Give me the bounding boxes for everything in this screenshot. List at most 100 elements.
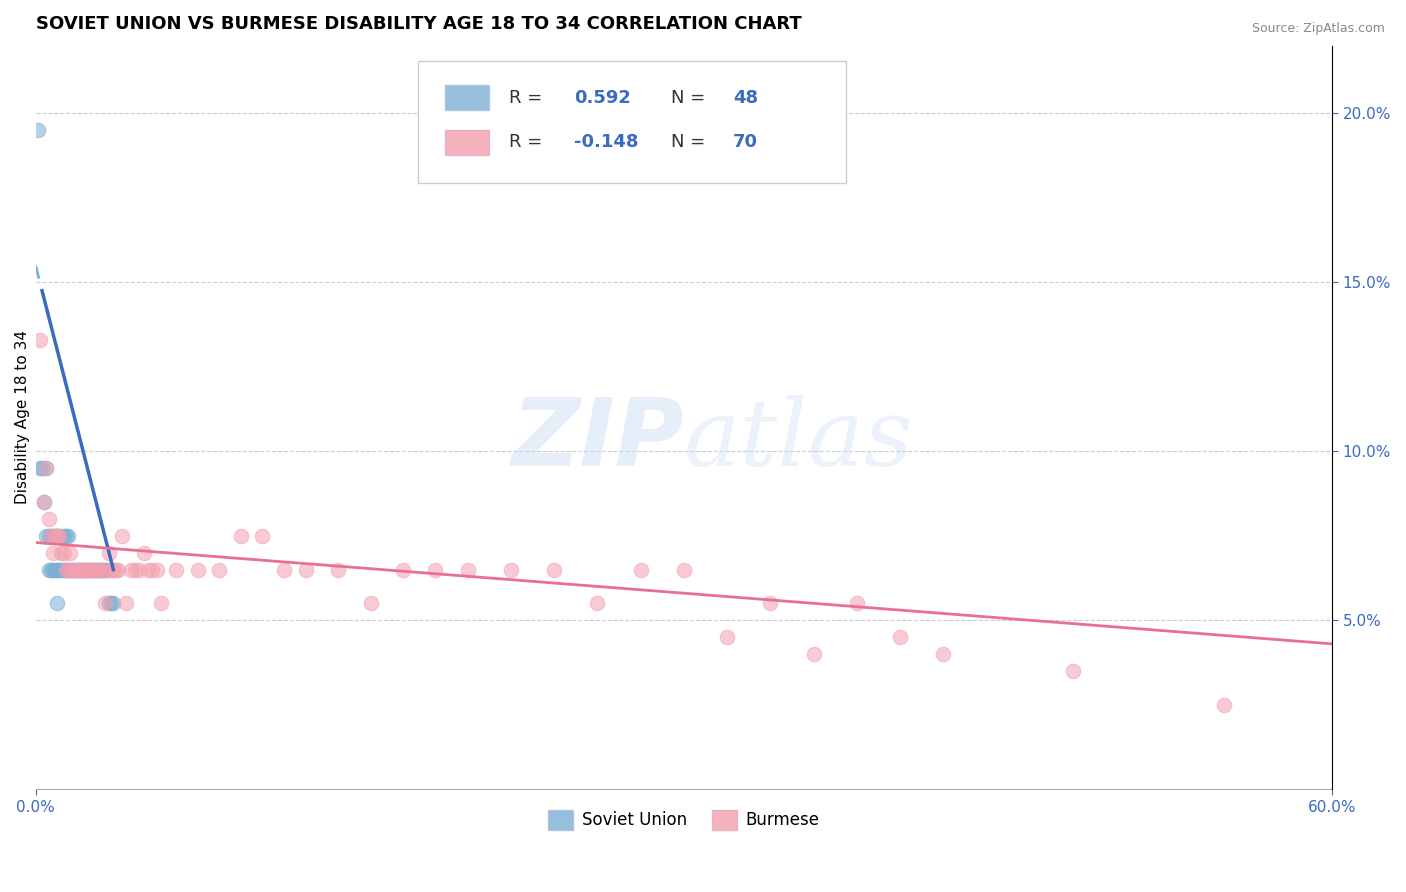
Point xyxy=(273,562,295,576)
Point xyxy=(76,562,98,576)
Point xyxy=(52,546,75,560)
Point xyxy=(89,562,111,576)
Point xyxy=(145,562,167,576)
Point xyxy=(96,562,118,576)
Point xyxy=(51,529,73,543)
Point xyxy=(87,562,110,576)
Text: atlas: atlas xyxy=(683,395,914,484)
Point xyxy=(96,562,118,576)
Point xyxy=(84,562,107,576)
Point xyxy=(103,596,125,610)
Point xyxy=(35,461,58,475)
Point xyxy=(932,647,955,661)
Point xyxy=(38,562,60,576)
Point xyxy=(67,562,90,576)
Point xyxy=(87,562,110,576)
Point xyxy=(75,562,97,576)
Text: N =: N = xyxy=(671,133,711,152)
Point xyxy=(31,461,53,475)
Point xyxy=(55,529,77,543)
Point xyxy=(52,529,75,543)
Point xyxy=(100,562,122,576)
Point xyxy=(38,512,60,526)
Text: R =: R = xyxy=(509,88,548,107)
Point xyxy=(35,461,58,475)
Point xyxy=(48,529,70,543)
Text: SOVIET UNION VS BURMESE DISABILITY AGE 18 TO 34 CORRELATION CHART: SOVIET UNION VS BURMESE DISABILITY AGE 1… xyxy=(35,15,801,33)
Point xyxy=(845,596,868,610)
Point xyxy=(165,562,187,576)
Point xyxy=(56,562,79,576)
Point xyxy=(392,562,415,576)
Text: 48: 48 xyxy=(733,88,758,107)
Point xyxy=(70,562,93,576)
FancyBboxPatch shape xyxy=(418,61,846,183)
Point xyxy=(32,495,55,509)
Point xyxy=(46,529,69,543)
Point xyxy=(46,529,69,543)
Text: ZIP: ZIP xyxy=(510,393,683,486)
Point xyxy=(38,529,60,543)
Point xyxy=(63,562,86,576)
Point xyxy=(115,596,138,610)
Point xyxy=(70,562,93,576)
Point xyxy=(208,562,231,576)
Point xyxy=(65,562,87,576)
Point xyxy=(128,562,150,576)
FancyBboxPatch shape xyxy=(446,129,489,155)
Point xyxy=(672,562,695,576)
Point xyxy=(39,529,62,543)
Point xyxy=(93,562,115,576)
Point xyxy=(39,562,62,576)
Point xyxy=(1213,698,1236,712)
Point xyxy=(543,562,565,576)
Point xyxy=(630,562,652,576)
Point xyxy=(80,562,103,576)
Point xyxy=(32,495,55,509)
Point xyxy=(44,529,66,543)
Point xyxy=(46,596,69,610)
Point xyxy=(1062,664,1084,678)
Text: 0.592: 0.592 xyxy=(574,88,630,107)
Point xyxy=(100,596,122,610)
Point xyxy=(84,562,107,576)
Point xyxy=(56,562,79,576)
FancyBboxPatch shape xyxy=(446,85,489,111)
Point xyxy=(42,529,65,543)
Point xyxy=(39,529,62,543)
Text: Source: ZipAtlas.com: Source: ZipAtlas.com xyxy=(1251,22,1385,36)
Point xyxy=(120,562,142,576)
Point xyxy=(51,562,73,576)
Point xyxy=(51,546,73,560)
Point xyxy=(89,562,111,576)
Text: 70: 70 xyxy=(733,133,758,152)
Point xyxy=(499,562,522,576)
Point xyxy=(80,562,103,576)
Text: -0.148: -0.148 xyxy=(574,133,638,152)
Point xyxy=(42,546,65,560)
Point xyxy=(229,529,252,543)
Point xyxy=(252,529,274,543)
Point xyxy=(52,562,75,576)
Point xyxy=(48,562,70,576)
Point xyxy=(35,529,58,543)
Point xyxy=(67,562,90,576)
Point xyxy=(98,596,121,610)
Point xyxy=(136,562,159,576)
Point xyxy=(65,562,87,576)
Point xyxy=(59,546,82,560)
Point xyxy=(42,562,65,576)
Point xyxy=(149,596,172,610)
Point xyxy=(60,562,83,576)
Point xyxy=(28,461,51,475)
Point xyxy=(91,562,114,576)
Point xyxy=(124,562,146,576)
Point xyxy=(55,562,77,576)
Point xyxy=(716,630,738,644)
Point xyxy=(55,562,77,576)
Point xyxy=(56,529,79,543)
Point xyxy=(889,630,911,644)
Point xyxy=(111,529,134,543)
Point xyxy=(803,647,825,661)
Point xyxy=(75,562,97,576)
